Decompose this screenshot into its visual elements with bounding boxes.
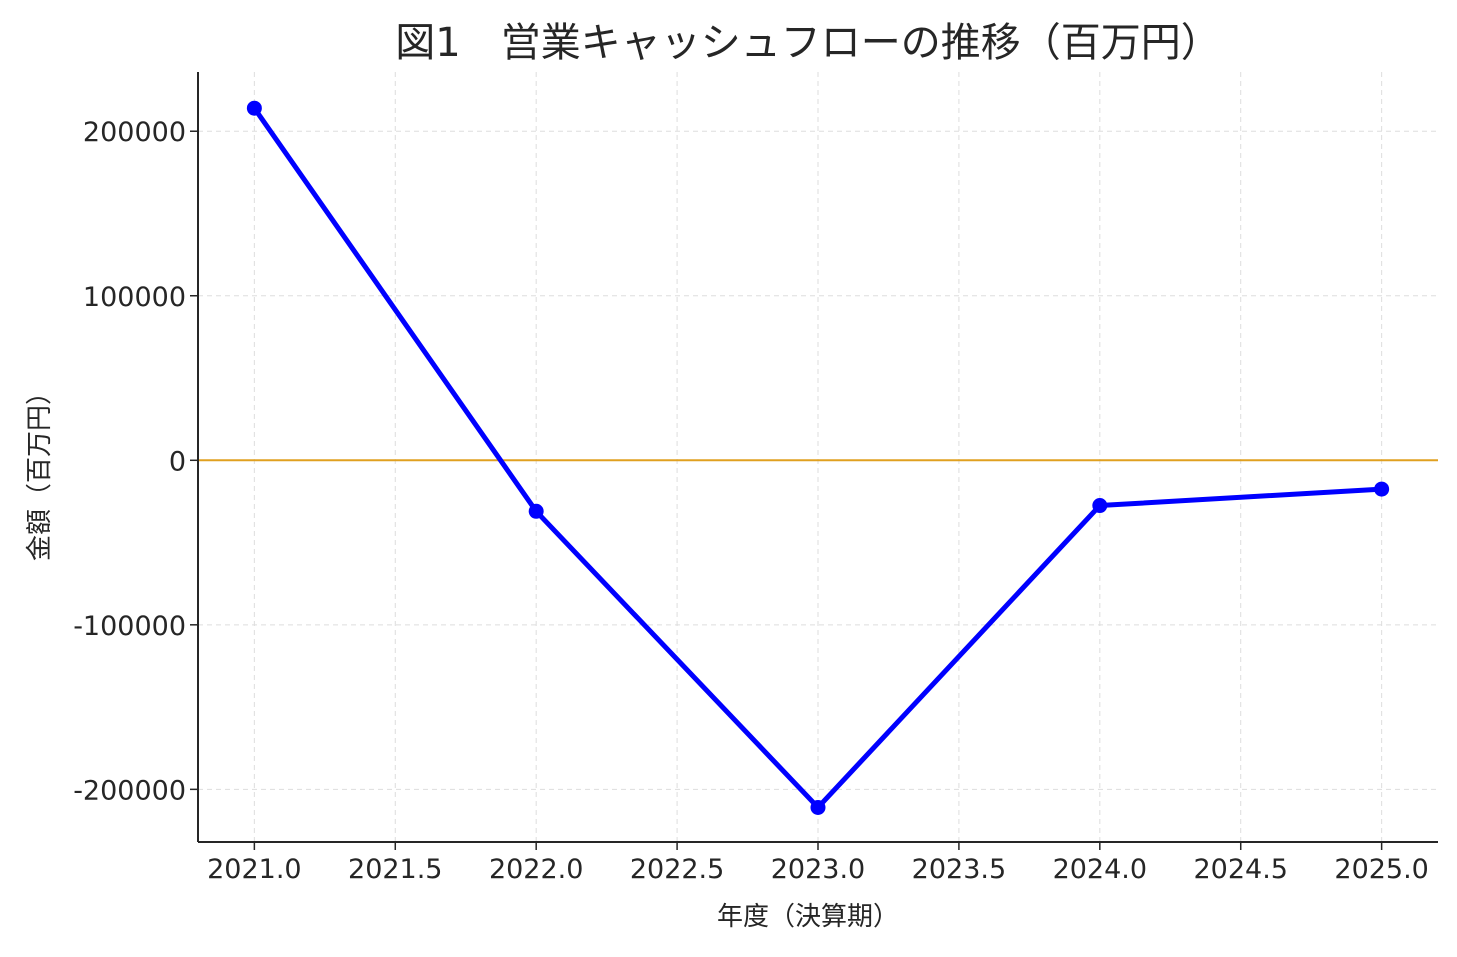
x-tick-label: 2022.0 (489, 854, 583, 885)
y-tick-label: -100000 (73, 611, 186, 642)
x-tick-label: 2023.5 (912, 854, 1006, 885)
data-point (1374, 481, 1390, 497)
series-layer (246, 100, 1390, 815)
chart-title: 図1 営業キャッシュフローの推移（百万円） (395, 20, 1220, 66)
grid-layer (198, 72, 1438, 842)
y-tick-label: -200000 (73, 775, 186, 806)
x-tick-label: 2023.0 (771, 854, 865, 885)
y-tick-label: 200000 (83, 117, 186, 148)
ticks-layer: 2021.0 2021.5 2022.0 2022.5 2023.0 2023.5 2024… (73, 117, 1429, 885)
data-point (810, 799, 826, 815)
x-tick-label: 2022.5 (630, 854, 724, 885)
y-tick-label: 0 (169, 446, 186, 477)
x-tick-label: 2025.0 (1334, 854, 1428, 885)
x-tick-label: 2024.5 (1193, 854, 1287, 885)
x-tick-label: 2024.0 (1053, 854, 1147, 885)
x-tick-label: 2021.5 (348, 854, 442, 885)
y-axis-label: 金額（百万円） (25, 379, 55, 561)
y-tick-label: 100000 (83, 282, 186, 313)
data-point (528, 503, 544, 519)
axes-layer (197, 72, 1438, 843)
x-tick-label: 2021.0 (207, 854, 301, 885)
data-point (1092, 498, 1108, 514)
data-point (246, 100, 262, 116)
x-axis-label: 年度（決算期） (717, 902, 899, 932)
